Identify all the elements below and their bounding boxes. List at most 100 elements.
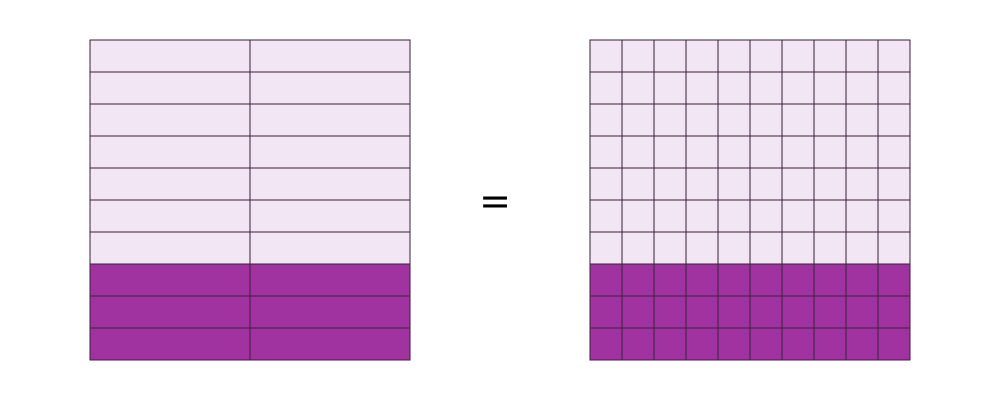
- right-fraction-grid: [589, 39, 911, 361]
- right-grid-unshaded-cell: [589, 199, 623, 233]
- right-grid-unshaded-cell: [589, 103, 623, 137]
- left-grid-unshaded-cell: [89, 71, 251, 105]
- right-grid-unshaded-cell: [621, 103, 655, 137]
- right-grid-unshaded-cell: [877, 39, 911, 73]
- right-grid-shaded-cell: [653, 263, 687, 297]
- right-grid-unshaded-cell: [717, 231, 751, 265]
- right-grid-unshaded-cell: [781, 71, 815, 105]
- left-grid-unshaded-cell: [89, 231, 251, 265]
- right-grid-unshaded-cell: [717, 167, 751, 201]
- right-grid-unshaded-cell: [877, 231, 911, 265]
- right-grid-unshaded-cell: [749, 103, 783, 137]
- right-grid-unshaded-cell: [685, 103, 719, 137]
- right-grid-unshaded-cell: [653, 39, 687, 73]
- right-grid-unshaded-cell: [717, 199, 751, 233]
- right-grid-unshaded-cell: [685, 135, 719, 169]
- right-grid-shaded-cell: [621, 327, 655, 361]
- right-grid-unshaded-cell: [845, 135, 879, 169]
- right-grid-unshaded-cell: [653, 71, 687, 105]
- right-grid-unshaded-cell: [621, 71, 655, 105]
- right-grid-unshaded-cell: [717, 71, 751, 105]
- right-grid-shaded-cell: [589, 295, 623, 329]
- left-grid-shaded-cell: [89, 327, 251, 361]
- right-grid-shaded-cell: [653, 295, 687, 329]
- right-grid-unshaded-cell: [589, 135, 623, 169]
- right-grid-unshaded-cell: [685, 231, 719, 265]
- right-grid-unshaded-cell: [653, 135, 687, 169]
- right-grid-shaded-cell: [685, 295, 719, 329]
- right-grid-unshaded-cell: [717, 103, 751, 137]
- right-grid-unshaded-cell: [589, 71, 623, 105]
- right-grid-unshaded-cell: [781, 231, 815, 265]
- right-grid-shaded-cell: [749, 295, 783, 329]
- left-grid-unshaded-cell: [89, 103, 251, 137]
- right-grid-unshaded-cell: [717, 135, 751, 169]
- right-grid-unshaded-cell: [877, 167, 911, 201]
- right-grid-unshaded-cell: [621, 199, 655, 233]
- right-grid-unshaded-cell: [653, 167, 687, 201]
- right-grid-unshaded-cell: [749, 39, 783, 73]
- left-grid-shaded-cell: [89, 295, 251, 329]
- right-grid-shaded-cell: [717, 295, 751, 329]
- right-grid-unshaded-cell: [845, 199, 879, 233]
- right-grid-shaded-cell: [845, 327, 879, 361]
- right-grid-unshaded-cell: [685, 39, 719, 73]
- right-grid-unshaded-cell: [845, 167, 879, 201]
- right-grid-unshaded-cell: [845, 231, 879, 265]
- right-grid-shaded-cell: [685, 263, 719, 297]
- right-grid-unshaded-cell: [813, 199, 847, 233]
- left-grid-shaded-cell: [89, 263, 251, 297]
- right-grid-unshaded-cell: [845, 39, 879, 73]
- left-grid-unshaded-cell: [249, 71, 411, 105]
- left-grid-shaded-cell: [249, 295, 411, 329]
- right-grid-shaded-cell: [589, 327, 623, 361]
- right-grid-shaded-cell: [589, 263, 623, 297]
- right-grid-shaded-cell: [877, 295, 911, 329]
- left-grid-unshaded-cell: [249, 199, 411, 233]
- right-grid-shaded-cell: [749, 263, 783, 297]
- right-grid-unshaded-cell: [749, 71, 783, 105]
- left-grid-unshaded-cell: [249, 135, 411, 169]
- left-grid-unshaded-cell: [249, 103, 411, 137]
- right-grid-shaded-cell: [781, 327, 815, 361]
- right-grid-shaded-cell: [749, 327, 783, 361]
- right-grid-shaded-cell: [717, 327, 751, 361]
- right-grid-unshaded-cell: [653, 199, 687, 233]
- left-grid-shaded-cell: [249, 263, 411, 297]
- right-grid-unshaded-cell: [621, 167, 655, 201]
- right-grid-shaded-cell: [813, 327, 847, 361]
- right-grid-unshaded-cell: [589, 231, 623, 265]
- right-grid-shaded-cell: [717, 263, 751, 297]
- right-grid-unshaded-cell: [685, 199, 719, 233]
- right-grid-unshaded-cell: [813, 231, 847, 265]
- right-grid-unshaded-cell: [621, 39, 655, 73]
- right-grid-shaded-cell: [813, 263, 847, 297]
- left-grid-unshaded-cell: [89, 39, 251, 73]
- right-grid-shaded-cell: [877, 263, 911, 297]
- left-grid-unshaded-cell: [249, 39, 411, 73]
- right-grid-unshaded-cell: [781, 103, 815, 137]
- right-grid-unshaded-cell: [877, 71, 911, 105]
- right-grid-unshaded-cell: [813, 71, 847, 105]
- right-grid-unshaded-cell: [621, 135, 655, 169]
- right-grid-unshaded-cell: [749, 167, 783, 201]
- right-grid-unshaded-cell: [813, 103, 847, 137]
- left-grid-shaded-cell: [249, 327, 411, 361]
- right-grid-unshaded-cell: [781, 167, 815, 201]
- left-grid-unshaded-cell: [89, 199, 251, 233]
- right-grid-unshaded-cell: [877, 103, 911, 137]
- right-grid-unshaded-cell: [845, 71, 879, 105]
- right-grid-unshaded-cell: [685, 71, 719, 105]
- right-grid-shaded-cell: [653, 327, 687, 361]
- right-grid-unshaded-cell: [653, 231, 687, 265]
- right-grid-unshaded-cell: [781, 135, 815, 169]
- right-grid-unshaded-cell: [813, 135, 847, 169]
- right-grid-unshaded-cell: [749, 231, 783, 265]
- right-grid-shaded-cell: [621, 263, 655, 297]
- right-grid-unshaded-cell: [685, 167, 719, 201]
- right-grid-unshaded-cell: [589, 167, 623, 201]
- left-grid-unshaded-cell: [249, 231, 411, 265]
- left-grid-unshaded-cell: [89, 135, 251, 169]
- right-grid-unshaded-cell: [845, 103, 879, 137]
